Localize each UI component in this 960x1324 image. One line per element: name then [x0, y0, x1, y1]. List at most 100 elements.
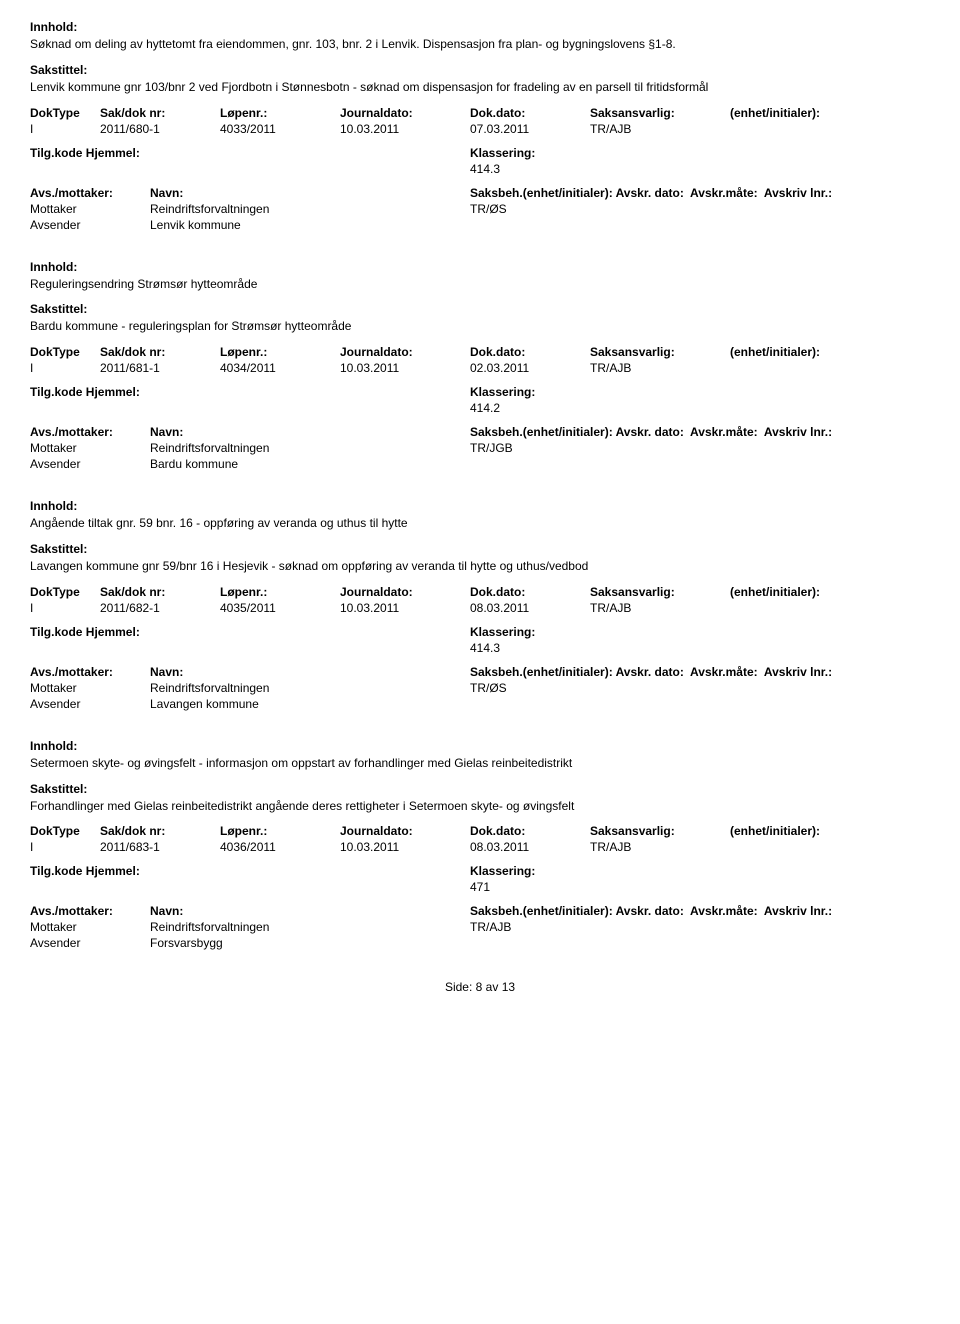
- mottaker-saksbeh: TR/AJB: [470, 920, 511, 934]
- value-dokdato: 08.03.2011: [470, 840, 590, 854]
- klass-value-row: 414.3: [30, 162, 930, 176]
- header-sakdok: Sak/dok nr:: [100, 106, 220, 120]
- value-journaldato: 10.03.2011: [340, 122, 470, 136]
- tilgkode-label: Tilg.kode: [30, 625, 82, 639]
- klassering-label: Klassering:: [470, 385, 535, 399]
- header-doktype: DokType: [30, 106, 100, 120]
- footer-side-label: Side:: [445, 980, 472, 994]
- mottaker-saksbeh: TR/ØS: [470, 681, 507, 695]
- mottaker-name: Reindriftsforvaltningen: [150, 441, 470, 455]
- navn-label: Navn:: [150, 425, 350, 439]
- value-saksansvarlig: TR/AJB: [590, 122, 730, 136]
- mottaker-row: Mottaker Reindriftsforvaltningen TR/AJB: [30, 920, 930, 934]
- header-doktype: DokType: [30, 345, 100, 359]
- klassering-label: Klassering:: [470, 146, 535, 160]
- value-dokdato: 02.03.2011: [470, 361, 590, 375]
- journal-record: Innhold: Søknad om deling av hyttetomt f…: [30, 20, 930, 232]
- footer-page-number: 8: [476, 980, 483, 994]
- innhold-text: Søknad om deling av hyttetomt fra eiendo…: [30, 36, 930, 53]
- value-dokdato: 08.03.2011: [470, 601, 590, 615]
- hjemmel-label: Hjemmel:: [86, 864, 140, 878]
- header-lopenr: Løpenr.:: [220, 824, 340, 838]
- meta-data-row: I 2011/681-1 4034/2011 10.03.2011 02.03.…: [30, 361, 930, 375]
- header-enhet: (enhet/initialer):: [730, 345, 930, 359]
- mottaker-role: Mottaker: [30, 441, 150, 455]
- sakstittel-label: Sakstittel:: [30, 302, 930, 316]
- tilgkode-label: Tilg.kode: [30, 146, 82, 160]
- value-lopenr: 4036/2011: [220, 840, 340, 854]
- value-saksansvarlig: TR/AJB: [590, 361, 730, 375]
- meta-header-row: DokType Sak/dok nr: Løpenr.: Journaldato…: [30, 345, 930, 359]
- value-saksansvarlig: TR/AJB: [590, 840, 730, 854]
- value-dokdato: 07.03.2011: [470, 122, 590, 136]
- value-doktype: I: [30, 122, 100, 136]
- mottaker-saksbeh: TR/JGB: [470, 441, 513, 455]
- hjemmel-label: Hjemmel:: [86, 385, 140, 399]
- saksbeh-composite-label: Saksbeh.(enhet/initialer): Avskr. dato: …: [470, 665, 930, 679]
- value-lopenr: 4033/2011: [220, 122, 340, 136]
- navn-label: Navn:: [150, 904, 350, 918]
- klass-value-row: 471: [30, 880, 930, 894]
- meta-data-row: I 2011/683-1 4036/2011 10.03.2011 08.03.…: [30, 840, 930, 854]
- value-enhet: [730, 601, 930, 615]
- tilg-klass-header: Tilg.kode Hjemmel: Klassering:: [30, 625, 930, 639]
- hjemmel-label: Hjemmel:: [86, 625, 140, 639]
- header-enhet: (enhet/initialer):: [730, 585, 930, 599]
- avsender-role: Avsender: [30, 218, 150, 232]
- header-lopenr: Løpenr.:: [220, 345, 340, 359]
- mottaker-row: Mottaker Reindriftsforvaltningen TR/JGB: [30, 441, 930, 455]
- klass-value-row: 414.3: [30, 641, 930, 655]
- avsmottaker-label: Avs./mottaker:: [30, 186, 150, 200]
- avs-header-row: Avs./mottaker: Navn: Saksbeh.(enhet/init…: [30, 904, 930, 918]
- klass-value-row: 414.2: [30, 401, 930, 415]
- mottaker-name: Reindriftsforvaltningen: [150, 920, 470, 934]
- header-sakdok: Sak/dok nr:: [100, 345, 220, 359]
- header-journaldato: Journaldato:: [340, 824, 470, 838]
- tilg-klass-header: Tilg.kode Hjemmel: Klassering:: [30, 864, 930, 878]
- mottaker-name: Reindriftsforvaltningen: [150, 202, 470, 216]
- navn-label: Navn:: [150, 186, 350, 200]
- avs-header-row: Avs./mottaker: Navn: Saksbeh.(enhet/init…: [30, 425, 930, 439]
- value-lopenr: 4034/2011: [220, 361, 340, 375]
- avsender-row: Avsender Lenvik kommune: [30, 218, 930, 232]
- mottaker-name: Reindriftsforvaltningen: [150, 681, 470, 695]
- sakstittel-label: Sakstittel:: [30, 542, 930, 556]
- mottaker-saksbeh: TR/ØS: [470, 202, 507, 216]
- innhold-text: Reguleringsendring Strømsør hytteområde: [30, 276, 930, 293]
- journal-record: Innhold: Angående tiltak gnr. 59 bnr. 16…: [30, 499, 930, 711]
- value-doktype: I: [30, 840, 100, 854]
- sakstittel-text: Bardu kommune - reguleringsplan for Strø…: [30, 318, 930, 335]
- avsender-row: Avsender Lavangen kommune: [30, 697, 930, 711]
- footer-av: av: [486, 980, 499, 994]
- meta-header-row: DokType Sak/dok nr: Løpenr.: Journaldato…: [30, 106, 930, 120]
- sakstittel-label: Sakstittel:: [30, 782, 930, 796]
- value-enhet: [730, 840, 930, 854]
- innhold-label: Innhold:: [30, 499, 930, 513]
- value-sakdok: 2011/683-1: [100, 840, 220, 854]
- value-journaldato: 10.03.2011: [340, 601, 470, 615]
- tilgkode-label: Tilg.kode: [30, 385, 82, 399]
- value-journaldato: 10.03.2011: [340, 840, 470, 854]
- value-enhet: [730, 361, 930, 375]
- avsmottaker-label: Avs./mottaker:: [30, 904, 150, 918]
- value-sakdok: 2011/681-1: [100, 361, 220, 375]
- value-journaldato: 10.03.2011: [340, 361, 470, 375]
- header-dokdato: Dok.dato:: [470, 106, 590, 120]
- saksbeh-composite-label: Saksbeh.(enhet/initialer): Avskr. dato: …: [470, 425, 930, 439]
- avsender-role: Avsender: [30, 697, 150, 711]
- klassering-label: Klassering:: [470, 864, 535, 878]
- avsender-row: Avsender Bardu kommune: [30, 457, 930, 471]
- header-sakdok: Sak/dok nr:: [100, 585, 220, 599]
- value-sakdok: 2011/680-1: [100, 122, 220, 136]
- value-lopenr: 4035/2011: [220, 601, 340, 615]
- klassering-value: 414.3: [470, 641, 500, 655]
- tilg-klass-header: Tilg.kode Hjemmel: Klassering:: [30, 146, 930, 160]
- klassering-value: 471: [470, 880, 490, 894]
- innhold-label: Innhold:: [30, 739, 930, 753]
- avsmottaker-label: Avs./mottaker:: [30, 665, 150, 679]
- innhold-label: Innhold:: [30, 260, 930, 274]
- mottaker-row: Mottaker Reindriftsforvaltningen TR/ØS: [30, 202, 930, 216]
- header-saksansvarlig: Saksansvarlig:: [590, 106, 730, 120]
- header-saksansvarlig: Saksansvarlig:: [590, 345, 730, 359]
- value-enhet: [730, 122, 930, 136]
